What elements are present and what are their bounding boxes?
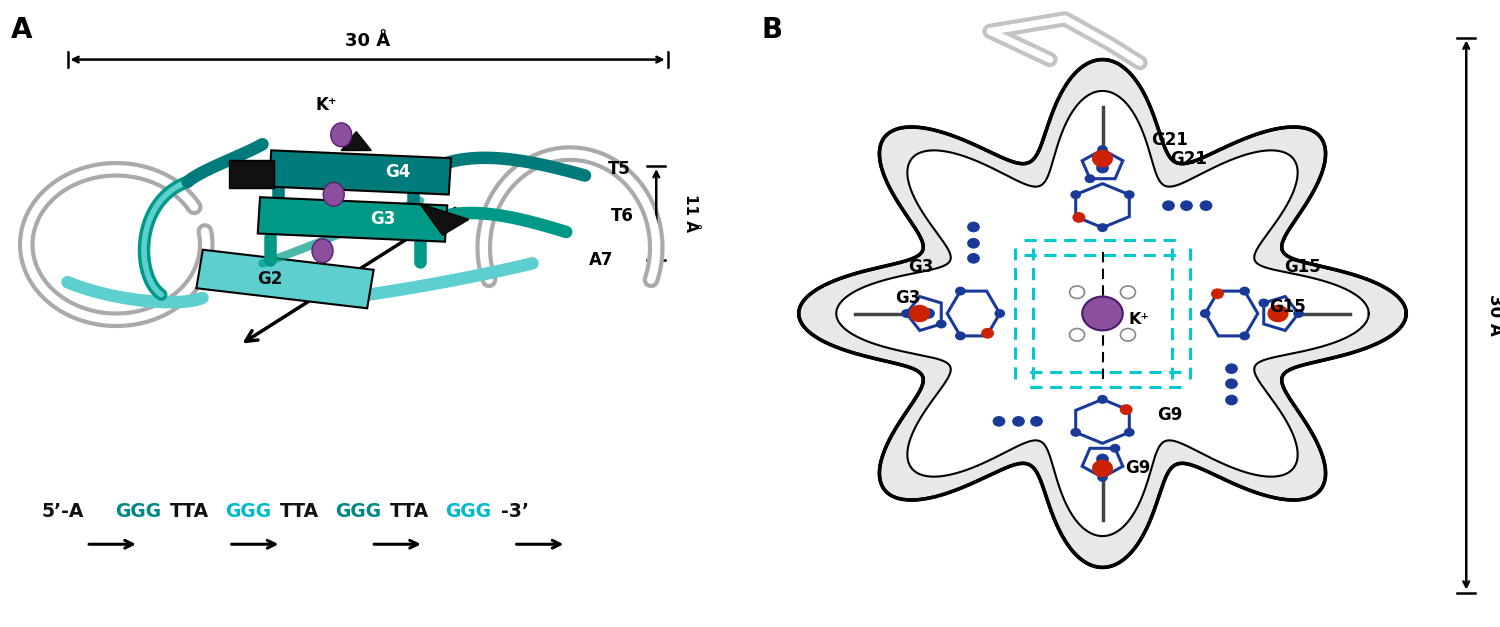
Text: T5: T5 (608, 161, 630, 178)
Circle shape (1119, 404, 1132, 415)
Circle shape (936, 320, 946, 329)
Circle shape (1162, 201, 1174, 211)
Text: 11 Å: 11 Å (682, 194, 698, 232)
Text: G9: G9 (1125, 460, 1150, 477)
Circle shape (1083, 297, 1122, 330)
Circle shape (1070, 329, 1084, 341)
Text: TTA: TTA (280, 502, 320, 520)
Circle shape (1096, 454, 1108, 464)
Circle shape (1096, 145, 1108, 154)
Text: G3: G3 (909, 258, 933, 276)
Polygon shape (906, 297, 942, 330)
Polygon shape (228, 160, 273, 188)
Circle shape (1268, 305, 1288, 322)
Circle shape (1239, 332, 1250, 340)
Circle shape (956, 332, 966, 340)
Circle shape (1124, 428, 1134, 437)
Text: GGG: GGG (336, 502, 381, 520)
Text: G9: G9 (1158, 406, 1182, 424)
Text: 30 Å: 30 Å (345, 32, 390, 50)
Circle shape (1226, 378, 1238, 389)
Ellipse shape (330, 123, 351, 147)
Polygon shape (1082, 150, 1124, 179)
Circle shape (1124, 190, 1134, 199)
Text: TTA: TTA (170, 502, 208, 520)
Text: A7: A7 (588, 251, 613, 269)
Text: TTA: TTA (390, 502, 429, 520)
Text: G15: G15 (1269, 298, 1305, 316)
Circle shape (922, 308, 934, 319)
Circle shape (1013, 416, 1025, 426)
Polygon shape (258, 197, 447, 242)
Circle shape (1293, 309, 1304, 318)
Polygon shape (1082, 448, 1124, 477)
Circle shape (902, 309, 912, 318)
Polygon shape (1076, 184, 1130, 228)
Text: G3: G3 (370, 211, 394, 228)
Circle shape (1096, 223, 1108, 232)
Circle shape (1180, 201, 1192, 211)
Circle shape (1071, 428, 1082, 437)
Circle shape (968, 253, 980, 263)
Ellipse shape (312, 239, 333, 263)
Circle shape (1120, 286, 1136, 298)
Circle shape (1120, 329, 1136, 341)
Circle shape (1071, 190, 1082, 199)
Circle shape (1200, 309, 1210, 318)
Polygon shape (340, 132, 372, 150)
Circle shape (1096, 395, 1108, 404)
Polygon shape (837, 91, 1368, 536)
Text: GGG: GGG (114, 502, 160, 520)
Text: A: A (12, 16, 33, 44)
Polygon shape (420, 204, 468, 235)
Text: T6: T6 (612, 208, 634, 225)
Circle shape (1092, 150, 1113, 167)
Circle shape (993, 416, 1005, 426)
Circle shape (1084, 174, 1095, 183)
Text: K⁺: K⁺ (315, 96, 338, 114)
Circle shape (1072, 212, 1086, 223)
Ellipse shape (324, 182, 344, 206)
Circle shape (1070, 286, 1084, 298)
Circle shape (981, 328, 994, 339)
Text: G3: G3 (894, 289, 920, 307)
Text: G2: G2 (258, 270, 282, 288)
Circle shape (1200, 201, 1212, 211)
Polygon shape (946, 291, 1000, 336)
Circle shape (968, 238, 980, 248)
Text: G21: G21 (1170, 150, 1208, 167)
Polygon shape (1076, 399, 1130, 443)
Circle shape (1270, 308, 1282, 319)
Text: G15: G15 (1284, 258, 1322, 276)
Circle shape (956, 287, 966, 295)
Circle shape (1258, 298, 1269, 307)
Text: G4: G4 (386, 164, 410, 181)
Polygon shape (1204, 291, 1258, 336)
Circle shape (994, 309, 1005, 318)
Polygon shape (800, 60, 1407, 567)
Circle shape (909, 305, 930, 322)
Text: GGG: GGG (225, 502, 272, 520)
Text: 30 Å: 30 Å (1486, 294, 1500, 336)
Text: G21: G21 (1152, 131, 1188, 149)
Text: B: B (760, 16, 783, 44)
Polygon shape (1263, 297, 1299, 330)
Circle shape (1096, 162, 1108, 173)
Circle shape (1210, 288, 1224, 299)
Text: K⁺: K⁺ (1128, 312, 1149, 327)
Polygon shape (268, 150, 452, 194)
Circle shape (968, 222, 980, 232)
Text: -3’: -3’ (501, 502, 528, 520)
Circle shape (1226, 363, 1238, 374)
Circle shape (1030, 416, 1042, 426)
Circle shape (1239, 287, 1250, 295)
Circle shape (1096, 473, 1108, 482)
Text: 5’-A: 5’-A (42, 502, 84, 520)
Circle shape (1092, 460, 1113, 477)
Polygon shape (196, 250, 374, 308)
Circle shape (1226, 395, 1238, 405)
Text: GGG: GGG (446, 502, 492, 520)
Circle shape (1110, 444, 1120, 453)
